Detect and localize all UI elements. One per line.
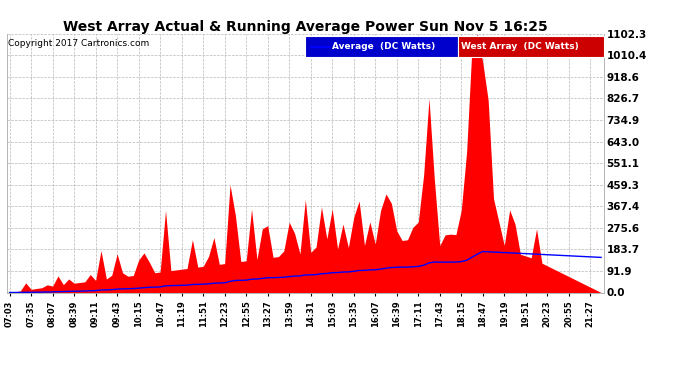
Title: West Array Actual & Running Average Power Sun Nov 5 16:25: West Array Actual & Running Average Powe… <box>63 20 548 34</box>
Text: Copyright 2017 Cartronics.com: Copyright 2017 Cartronics.com <box>8 39 149 48</box>
Text: Average  (DC Watts): Average (DC Watts) <box>332 42 435 51</box>
Text: West Array  (DC Watts): West Array (DC Watts) <box>460 42 578 51</box>
FancyBboxPatch shape <box>457 36 604 57</box>
FancyBboxPatch shape <box>305 36 457 57</box>
